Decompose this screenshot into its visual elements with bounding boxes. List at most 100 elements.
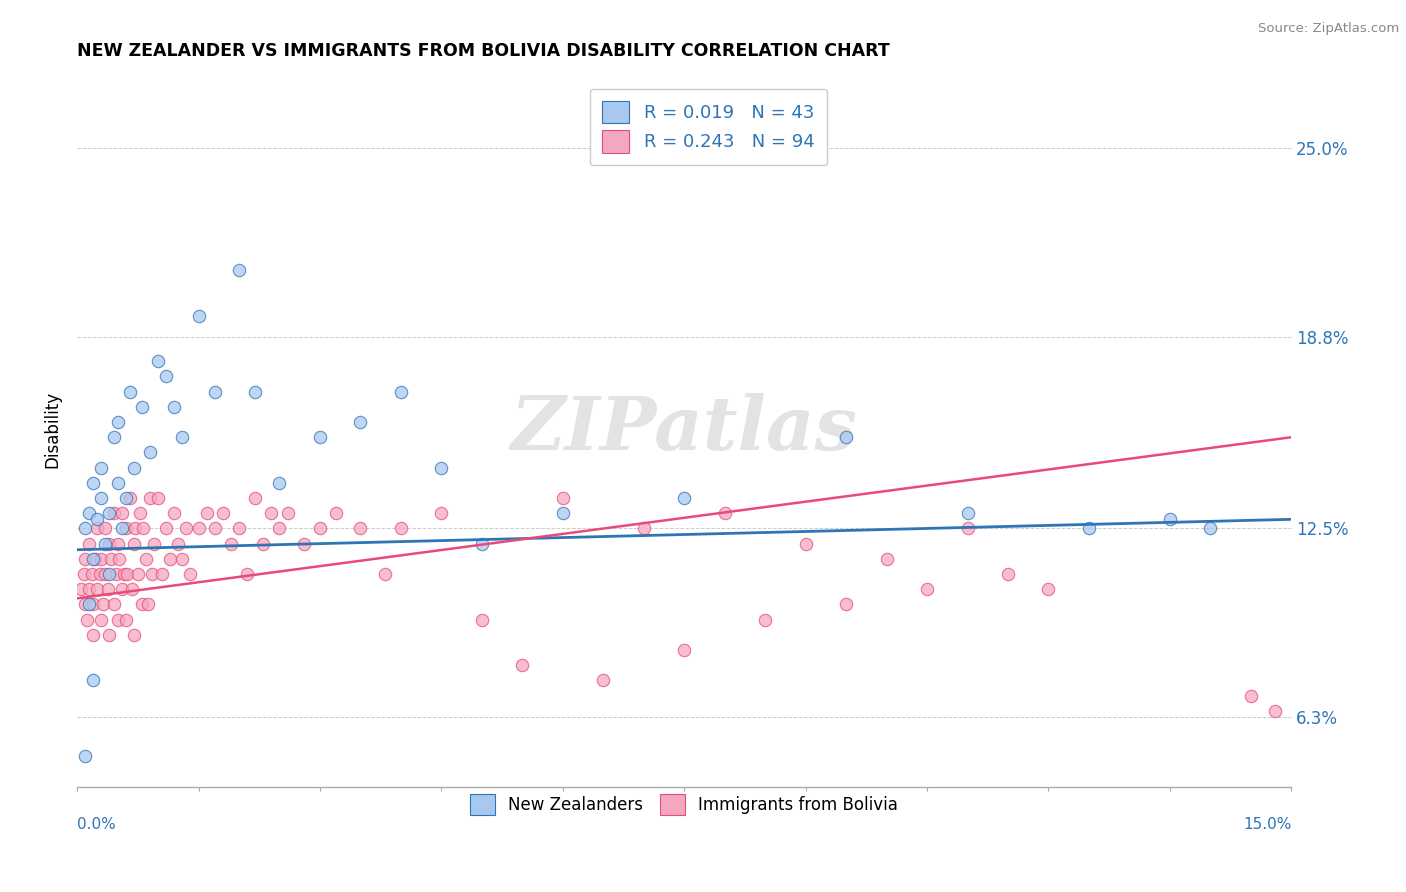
Point <box>94 536 117 550</box>
Point <box>82 628 104 642</box>
Point <box>592 673 614 688</box>
Point <box>77 598 100 612</box>
Point <box>204 521 226 535</box>
Point <box>122 460 145 475</box>
Point <box>835 598 858 612</box>
Point <box>72 567 94 582</box>
Point <box>77 536 100 550</box>
Point <box>309 430 332 444</box>
Point <box>103 598 125 612</box>
Point <box>135 552 157 566</box>
Point <box>98 628 121 642</box>
Point <box>835 430 858 444</box>
Text: Source: ZipAtlas.com: Source: ZipAtlas.com <box>1258 22 1399 36</box>
Point <box>673 643 696 657</box>
Point <box>243 491 266 505</box>
Point <box>90 552 112 566</box>
Point <box>269 521 291 535</box>
Point <box>915 582 938 597</box>
Point <box>195 506 218 520</box>
Point <box>146 491 169 505</box>
Point <box>150 567 173 582</box>
Point <box>114 613 136 627</box>
Point <box>90 491 112 505</box>
Point <box>80 567 103 582</box>
Point <box>956 521 979 535</box>
Point <box>204 384 226 399</box>
Point <box>228 521 250 535</box>
Point <box>77 506 100 520</box>
Point <box>83 552 105 566</box>
Point <box>110 582 132 597</box>
Point <box>86 582 108 597</box>
Text: 15.0%: 15.0% <box>1243 817 1291 832</box>
Point <box>187 309 209 323</box>
Point <box>876 552 898 566</box>
Point <box>471 536 494 550</box>
Point <box>122 536 145 550</box>
Point <box>309 521 332 535</box>
Point <box>103 430 125 444</box>
Point <box>107 613 129 627</box>
Point <box>75 598 97 612</box>
Point <box>82 598 104 612</box>
Point <box>243 384 266 399</box>
Point <box>75 749 97 764</box>
Point <box>110 506 132 520</box>
Text: 0.0%: 0.0% <box>77 817 115 832</box>
Point <box>1078 521 1101 535</box>
Point <box>167 536 190 550</box>
Point <box>1240 689 1263 703</box>
Point <box>82 552 104 566</box>
Point <box>70 582 93 597</box>
Point <box>114 491 136 505</box>
Point <box>89 567 111 582</box>
Point <box>471 613 494 627</box>
Point <box>430 506 453 520</box>
Point <box>103 506 125 520</box>
Point <box>94 521 117 535</box>
Point <box>141 567 163 582</box>
Point <box>794 536 817 550</box>
Point <box>159 552 181 566</box>
Point <box>122 628 145 642</box>
Point <box>90 613 112 627</box>
Point <box>82 475 104 490</box>
Point <box>176 521 198 535</box>
Point <box>82 673 104 688</box>
Point <box>104 567 127 582</box>
Point <box>75 552 97 566</box>
Point <box>633 521 655 535</box>
Point <box>155 369 177 384</box>
Point <box>136 598 159 612</box>
Point <box>228 263 250 277</box>
Point <box>77 582 100 597</box>
Point <box>132 521 155 535</box>
Point <box>131 400 153 414</box>
Point <box>374 567 396 582</box>
Point <box>277 506 299 520</box>
Point <box>389 521 412 535</box>
Point <box>1199 521 1222 535</box>
Point <box>91 598 114 612</box>
Point <box>219 536 242 550</box>
Point <box>139 445 162 459</box>
Point <box>172 430 194 444</box>
Point <box>997 567 1019 582</box>
Point <box>107 415 129 429</box>
Point <box>129 506 152 520</box>
Point <box>107 475 129 490</box>
Point <box>97 582 120 597</box>
Point <box>146 354 169 368</box>
Text: ZIPatlas: ZIPatlas <box>510 393 858 466</box>
Point <box>117 567 139 582</box>
Point <box>163 506 186 520</box>
Point <box>98 506 121 520</box>
Point <box>143 536 166 550</box>
Point <box>112 567 135 582</box>
Point <box>110 521 132 535</box>
Point <box>325 506 347 520</box>
Point <box>118 491 141 505</box>
Point <box>172 552 194 566</box>
Point <box>1159 512 1181 526</box>
